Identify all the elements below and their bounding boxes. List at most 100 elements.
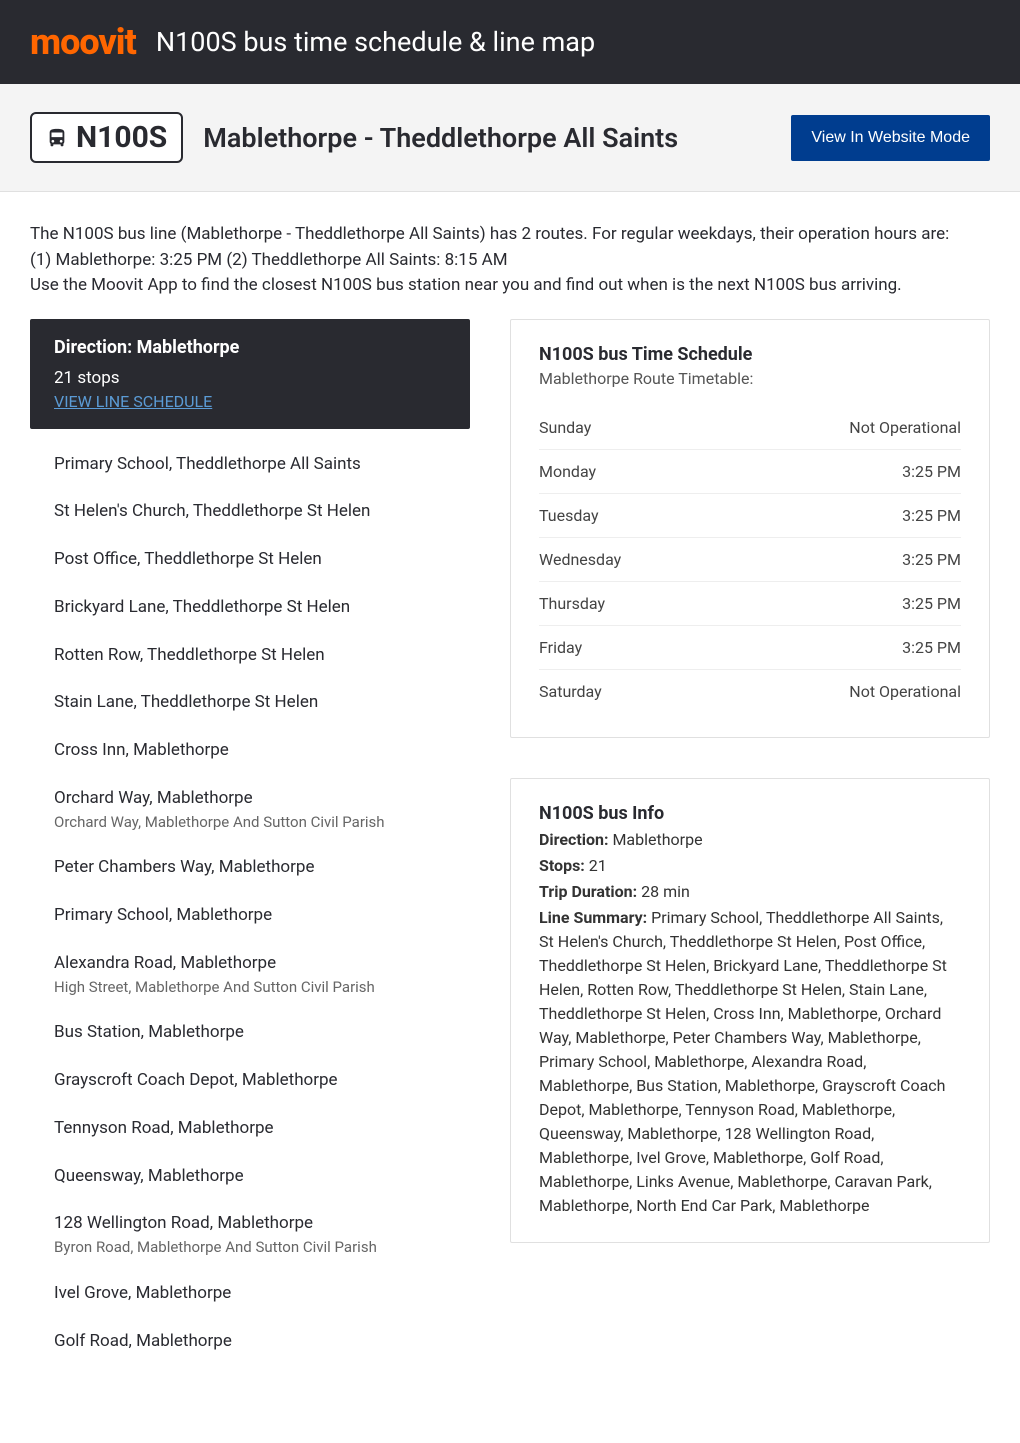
info-direction-label: Direction: <box>539 830 608 849</box>
stop-name: Primary School, Theddlethorpe All Saints <box>54 453 446 477</box>
route-badge: N100S <box>30 112 183 163</box>
view-website-mode-button[interactable]: View In Website Mode <box>791 115 990 161</box>
stop-name: Orchard Way, Mablethorpe <box>54 787 446 811</box>
schedule-card: N100S bus Time Schedule Mablethorpe Rout… <box>510 319 990 738</box>
stop-name: Primary School, Mablethorpe <box>54 904 446 928</box>
timetable-time: Not Operational <box>849 418 961 437</box>
timetable-day: Thursday <box>539 594 605 613</box>
stop-sub: Orchard Way, Mablethorpe And Sutton Civi… <box>54 813 446 833</box>
info-summary: Line Summary: Primary School, Theddletho… <box>539 906 961 1218</box>
header-bar: moovit N100S bus time schedule & line ma… <box>0 0 1020 84</box>
timetable-time: 3:25 PM <box>902 550 961 569</box>
info-stops: Stops: 21 <box>539 854 961 878</box>
timetable-time: Not Operational <box>849 682 961 701</box>
info-card: N100S bus Info Direction: Mablethorpe St… <box>510 778 990 1243</box>
timetable-row: Thursday 3:25 PM <box>539 582 961 626</box>
stop-name: Rotten Row, Theddlethorpe St Helen <box>54 644 446 668</box>
timetable-time: 3:25 PM <box>902 594 961 613</box>
stop-name: Bus Station, Mablethorpe <box>54 1021 446 1045</box>
info-duration-value: 28 min <box>637 882 690 901</box>
timetable-day: Saturday <box>539 682 602 701</box>
timetable-row: Monday 3:25 PM <box>539 450 961 494</box>
info-duration-label: Trip Duration: <box>539 882 637 901</box>
stop-item: Primary School, Theddlethorpe All Saints <box>54 453 446 477</box>
info-title: N100S bus Info <box>539 803 961 824</box>
stop-sub: Byron Road, Mablethorpe And Sutton Civil… <box>54 1238 446 1258</box>
logo-text: moovit <box>30 21 136 63</box>
stops-count: 21 stops <box>54 368 446 388</box>
timetable-day: Monday <box>539 462 596 481</box>
hero-section: N100S Mablethorpe - Theddlethorpe All Sa… <box>0 84 1020 192</box>
route-number: N100S <box>76 120 167 155</box>
timetable: SundayNot OperationalMonday3:25 PMTuesda… <box>539 406 961 713</box>
info-direction: Direction: Mablethorpe <box>539 828 961 852</box>
stop-item: Post Office, Theddlethorpe St Helen <box>54 548 446 572</box>
info-summary-value: Primary School, Theddlethorpe All Saints… <box>539 908 947 1215</box>
timetable-row: Tuesday 3:25 PM <box>539 494 961 538</box>
timetable-row: Sunday Not Operational <box>539 406 961 450</box>
stop-name: Cross Inn, Mablethorpe <box>54 739 446 763</box>
intro-text: The N100S bus line (Mablethorpe - Theddl… <box>0 192 1020 319</box>
route-name: Mablethorpe - Theddlethorpe All Saints <box>203 122 771 154</box>
stop-item: Queensway, Mablethorpe <box>54 1165 446 1189</box>
schedule-title: N100S bus Time Schedule <box>539 344 961 365</box>
intro-line-3: Use the Moovit App to find the closest N… <box>30 273 990 299</box>
stop-item: St Helen's Church, Theddlethorpe St Hele… <box>54 500 446 524</box>
stop-item: Cross Inn, Mablethorpe <box>54 739 446 763</box>
info-summary-label: Line Summary: <box>539 908 647 927</box>
stop-name: Queensway, Mablethorpe <box>54 1165 446 1189</box>
intro-line-2: (1) Mablethorpe: 3:25 PM (2) Theddlethor… <box>30 248 990 274</box>
stop-sub: High Street, Mablethorpe And Sutton Civi… <box>54 978 446 998</box>
info-direction-value: Mablethorpe <box>608 830 702 849</box>
timetable-row: Saturday Not Operational <box>539 670 961 713</box>
stop-item: Ivel Grove, Mablethorpe <box>54 1282 446 1306</box>
info-stops-value: 21 <box>585 856 607 875</box>
right-column: N100S bus Time Schedule Mablethorpe Rout… <box>510 319 990 1378</box>
bus-icon <box>46 127 68 149</box>
stop-item: Rotten Row, Theddlethorpe St Helen <box>54 644 446 668</box>
stop-item: Orchard Way, MablethorpeOrchard Way, Mab… <box>54 787 446 832</box>
info-stops-label: Stops: <box>539 856 585 875</box>
stop-item: 128 Wellington Road, MablethorpeByron Ro… <box>54 1212 446 1257</box>
main-content: Direction: Mablethorpe 21 stops VIEW LIN… <box>0 319 1020 1408</box>
stop-item: Peter Chambers Way, Mablethorpe <box>54 856 446 880</box>
timetable-time: 3:25 PM <box>902 638 961 657</box>
stop-item: Brickyard Lane, Theddlethorpe St Helen <box>54 596 446 620</box>
stop-name: 128 Wellington Road, Mablethorpe <box>54 1212 446 1236</box>
view-schedule-link[interactable]: VIEW LINE SCHEDULE <box>54 392 212 411</box>
intro-line-1: The N100S bus line (Mablethorpe - Theddl… <box>30 222 990 248</box>
stop-item: Grayscroft Coach Depot, Mablethorpe <box>54 1069 446 1093</box>
stop-name: Ivel Grove, Mablethorpe <box>54 1282 446 1306</box>
stop-item: Tennyson Road, Mablethorpe <box>54 1117 446 1141</box>
stop-name: Grayscroft Coach Depot, Mablethorpe <box>54 1069 446 1093</box>
stop-item: Stain Lane, Theddlethorpe St Helen <box>54 691 446 715</box>
left-column: Direction: Mablethorpe 21 stops VIEW LIN… <box>30 319 470 1378</box>
timetable-time: 3:25 PM <box>902 506 961 525</box>
stop-name: Peter Chambers Way, Mablethorpe <box>54 856 446 880</box>
stop-name: Post Office, Theddlethorpe St Helen <box>54 548 446 572</box>
stop-name: St Helen's Church, Theddlethorpe St Hele… <box>54 500 446 524</box>
timetable-day: Sunday <box>539 418 591 437</box>
stop-name: Stain Lane, Theddlethorpe St Helen <box>54 691 446 715</box>
stop-name: Brickyard Lane, Theddlethorpe St Helen <box>54 596 446 620</box>
stop-item: Golf Road, Mablethorpe <box>54 1330 446 1354</box>
direction-card: Direction: Mablethorpe 21 stops VIEW LIN… <box>30 319 470 429</box>
timetable-row: Friday 3:25 PM <box>539 626 961 670</box>
timetable-time: 3:25 PM <box>902 462 961 481</box>
info-duration: Trip Duration: 28 min <box>539 880 961 904</box>
timetable-day: Tuesday <box>539 506 599 525</box>
schedule-subtitle: Mablethorpe Route Timetable: <box>539 369 961 388</box>
logo: moovit <box>30 22 136 62</box>
stop-name: Alexandra Road, Mablethorpe <box>54 952 446 976</box>
timetable-day: Wednesday <box>539 550 621 569</box>
direction-title: Direction: Mablethorpe <box>54 337 446 358</box>
stop-item: Alexandra Road, MablethorpeHigh Street, … <box>54 952 446 997</box>
timetable-row: Wednesday 3:25 PM <box>539 538 961 582</box>
stops-list: Primary School, Theddlethorpe All Saints… <box>30 429 470 1354</box>
stop-name: Tennyson Road, Mablethorpe <box>54 1117 446 1141</box>
timetable-day: Friday <box>539 638 582 657</box>
header-title: N100S bus time schedule & line map <box>156 26 595 58</box>
stop-item: Primary School, Mablethorpe <box>54 904 446 928</box>
stop-name: Golf Road, Mablethorpe <box>54 1330 446 1354</box>
stop-item: Bus Station, Mablethorpe <box>54 1021 446 1045</box>
